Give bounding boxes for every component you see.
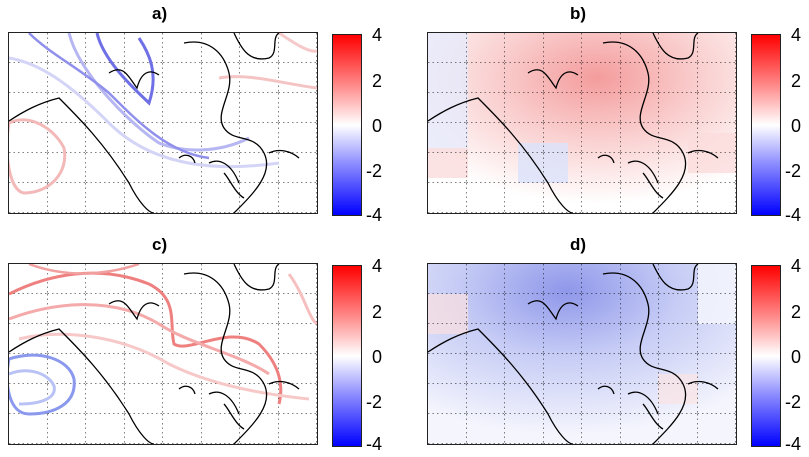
panel-b: b): [405, 0, 809, 228]
panel-c-map-graphic: [9, 264, 317, 444]
colorbar-tick: -4: [366, 205, 383, 225]
colorbar-tick: 2: [791, 71, 802, 91]
panel-c-colorbar: [332, 265, 362, 447]
colorbar-tick: 4: [372, 25, 383, 45]
pos-contour: [287, 273, 317, 326]
panel-c-map: [8, 263, 318, 445]
colorbar-tick: -2: [785, 161, 802, 181]
pos-contour: [278, 33, 317, 53]
neg-contour: [67, 33, 250, 152]
colorbar-tick: 0: [791, 116, 802, 136]
colorbar-tick: -2: [366, 161, 383, 181]
panel-b-label: b): [570, 4, 587, 23]
panel-a: a): [0, 0, 404, 228]
panel-a-map-graphic: [9, 33, 317, 213]
neg-contour: [9, 369, 56, 406]
colorbar-tick: -2: [366, 392, 383, 412]
neg-contour: [28, 33, 210, 160]
colorbar-tick: -2: [785, 392, 802, 412]
panel-c-label: c): [152, 235, 168, 254]
pos-contour: [218, 75, 317, 90]
pos-contour: [9, 118, 67, 195]
neg-contour: [95, 33, 155, 106]
colorbar-tick: 2: [372, 302, 383, 322]
panel-a-label: a): [152, 4, 168, 23]
panel-d-colorbar: [751, 265, 781, 447]
neg-contour: [9, 353, 76, 416]
panel-d-label: d): [570, 235, 587, 254]
coastline: [428, 33, 719, 213]
colorbar-tick: -4: [785, 205, 802, 225]
colorbar-tick: 0: [372, 347, 383, 367]
colorbar-tick: 4: [791, 25, 802, 45]
neg-contour: [9, 56, 280, 169]
coastline: [9, 264, 300, 444]
pos-contour: [18, 332, 310, 401]
panel-b-colorbar: [751, 34, 781, 216]
panel-a-colorbar: [332, 34, 362, 216]
pos-contour: [28, 264, 140, 275]
colorbar-tick: 0: [372, 116, 383, 136]
panel-b-map-graphic: [428, 33, 736, 213]
panel-a-map: [8, 32, 318, 214]
colorbar-tick: 0: [791, 347, 802, 367]
panel-b-map: [427, 32, 737, 214]
colorbar-tick: 2: [791, 302, 802, 322]
colorbar-tick: 4: [791, 256, 802, 276]
panel-d-map: [427, 263, 737, 445]
colorbar-tick: 2: [372, 71, 383, 91]
colorbar-tick: 4: [372, 256, 383, 276]
coastline: [428, 264, 719, 444]
panel-c: c): [0, 229, 404, 457]
colorbar-tick: -4: [366, 434, 383, 454]
coastline: [9, 33, 300, 213]
colorbar-tick: -4: [785, 434, 802, 454]
panel-d-map-graphic: [428, 264, 736, 444]
panel-d: d): [405, 229, 809, 457]
pos-contour: [9, 303, 270, 376]
